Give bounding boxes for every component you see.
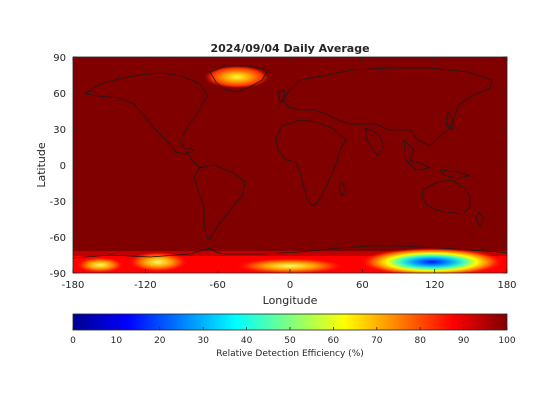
x-tick-label: 120 — [425, 280, 444, 291]
colorbar-tick-label: 80 — [414, 336, 426, 346]
coast-north-america — [84, 72, 209, 155]
y-tick-label: 90 — [53, 53, 66, 64]
x-tick-label: 180 — [497, 280, 516, 291]
coast-australia — [421, 179, 471, 215]
field-background — [73, 57, 507, 273]
y-tick-label: -60 — [50, 233, 66, 244]
chart-title: 2024/09/04 Daily Average — [210, 42, 369, 55]
antarctic-peninsula-patch — [235, 258, 345, 273]
colorbar-tick-label: 50 — [284, 336, 296, 346]
y-tick-label: 0 — [60, 161, 66, 172]
coast-africa — [275, 119, 347, 207]
antarctic-west-patch-2 — [76, 257, 124, 273]
coast-central-america — [185, 151, 206, 169]
colorbar-tick-label: 0 — [70, 336, 76, 346]
colorbar-label: Relative Detection Efficiency (%) — [216, 349, 364, 359]
x-axis: -180 -120 -60 0 60 120 180 — [62, 57, 517, 291]
coast-eurasia — [281, 67, 493, 147]
colorbar-tick-label: 60 — [328, 336, 340, 346]
coastlines — [73, 65, 507, 259]
coast-greenland — [209, 65, 269, 93]
x-tick-label: -60 — [209, 280, 225, 291]
coast-uk — [277, 89, 286, 103]
colorbar-tick-label: 70 — [371, 336, 383, 346]
colorbar-tick-label: 100 — [498, 336, 515, 346]
x-tick-label: 60 — [356, 280, 369, 291]
coast-japan — [445, 111, 455, 131]
antarctic-edge — [73, 251, 507, 256]
colorbar-tick-label: 30 — [197, 336, 209, 346]
coast-madagascar — [338, 181, 347, 197]
coast-new-guinea — [439, 169, 471, 179]
antarctic-east-patch — [360, 248, 504, 273]
x-axis-label: Longitude — [263, 294, 318, 307]
y-axis-label: Latitude — [35, 142, 48, 188]
coast-south-america — [193, 164, 246, 241]
y-axis: 90 60 30 0 -30 -60 -90 — [50, 53, 507, 280]
colorbar-tick-label: 40 — [241, 336, 253, 346]
x-tick-label: -180 — [62, 280, 85, 291]
x-tick-label: 0 — [287, 280, 293, 291]
colorbar-tick-label: 20 — [154, 336, 166, 346]
coast-india — [365, 127, 385, 157]
x-tick-label: -120 — [134, 280, 157, 291]
greenland-patch — [203, 65, 271, 89]
coast-antarctica — [73, 245, 507, 259]
colorbar-tick-label: 90 — [458, 336, 470, 346]
map-field — [73, 57, 507, 273]
y-tick-label: 30 — [53, 125, 66, 136]
coast-new-zealand — [475, 211, 485, 227]
y-tick-label: -30 — [50, 197, 66, 208]
y-tick-label: -90 — [50, 269, 66, 280]
coast-southeast-asia — [403, 139, 431, 171]
y-tick-label: 60 — [53, 89, 66, 100]
colorbar-tick-label: 10 — [111, 336, 123, 346]
colorbar-ticks: 0 10 20 30 40 50 60 70 80 90 100 — [70, 327, 516, 346]
